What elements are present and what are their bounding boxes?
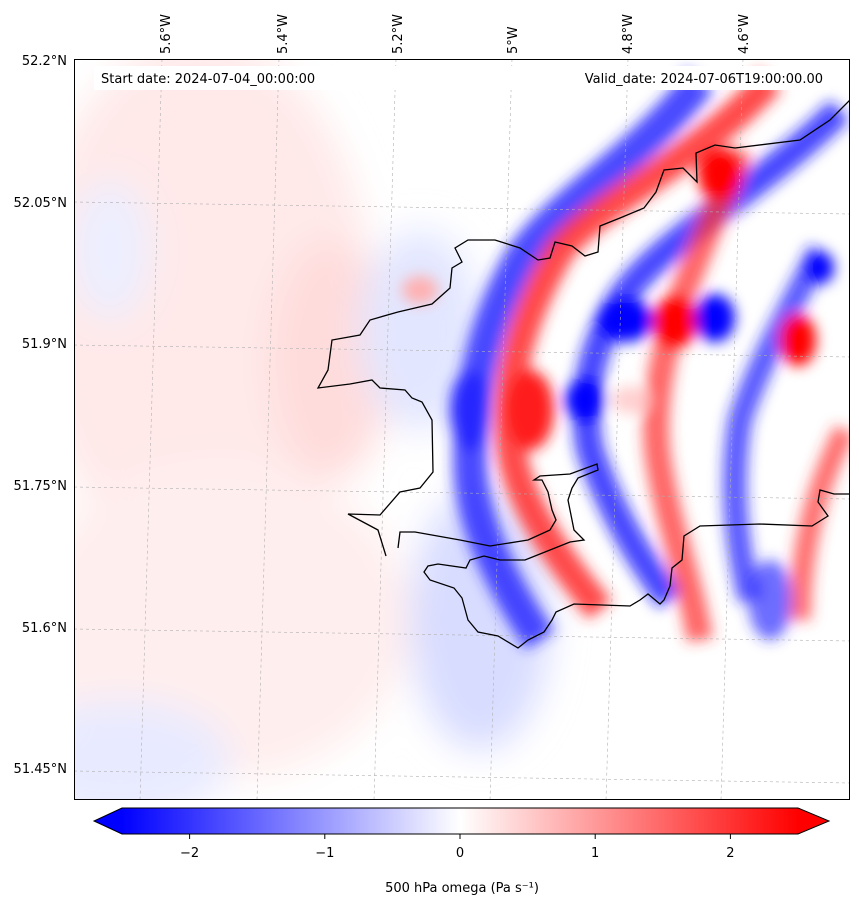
- valid-date-text: Valid_date: 2024-07-06T19:00:00.00: [585, 72, 823, 87]
- colorbar-tick-label: −2: [180, 846, 199, 861]
- colorbar-outline: [92, 807, 831, 835]
- lat-label-51.75n: 51.75°N: [14, 479, 67, 494]
- lon-label-5.2w: 5.2°W: [391, 14, 406, 54]
- omega-background-field: [74, 59, 550, 800]
- date-info-box: [94, 66, 830, 90]
- colorbar-ramp: [122, 808, 798, 834]
- map-panel: [74, 59, 850, 800]
- colorbar-extend-high: [798, 808, 829, 834]
- start-date-text: Start date: 2024-07-04_00:00:00: [101, 72, 315, 87]
- latitude-labels: 52.2°N 52.05°N 51.9°N 51.75°N 51.6°N 51.…: [14, 54, 67, 777]
- colorbar-tick-label: 1: [591, 846, 599, 861]
- lon-label-4.6w: 4.6°W: [737, 14, 752, 54]
- colorbar: −2 −1 0 1 2 500 hPa omega (Pa s⁻¹): [92, 807, 831, 896]
- colorbar-extend-low: [94, 808, 122, 834]
- map-border: [74, 59, 850, 800]
- lat-label-52.2n: 52.2°N: [22, 54, 67, 69]
- lat-label-52.05n: 52.05°N: [14, 196, 67, 211]
- lat-label-51.6n: 51.6°N: [22, 621, 67, 636]
- lon-label-5.4w: 5.4°W: [276, 14, 291, 54]
- lon-label-5.6w: 5.6°W: [159, 14, 174, 54]
- coastline: [316, 99, 850, 649]
- lon-label-5w: 5°W: [506, 26, 521, 54]
- colorbar-label: 500 hPa omega (Pa s⁻¹): [385, 881, 539, 896]
- colorbar-ticks: −2 −1 0 1 2: [180, 834, 735, 861]
- lat-label-51.45n: 51.45°N: [14, 762, 67, 777]
- lat-label-51.9n: 51.9°N: [22, 337, 67, 352]
- colorbar-tick-label: 0: [456, 846, 464, 861]
- lon-label-4.8w: 4.8°W: [621, 14, 636, 54]
- colorbar-tick-label: −1: [315, 846, 334, 861]
- longitude-labels: 5.6°W 5.4°W 5.2°W 5°W 4.8°W 4.6°W: [159, 14, 752, 54]
- colorbar-tick-label: 2: [726, 846, 734, 861]
